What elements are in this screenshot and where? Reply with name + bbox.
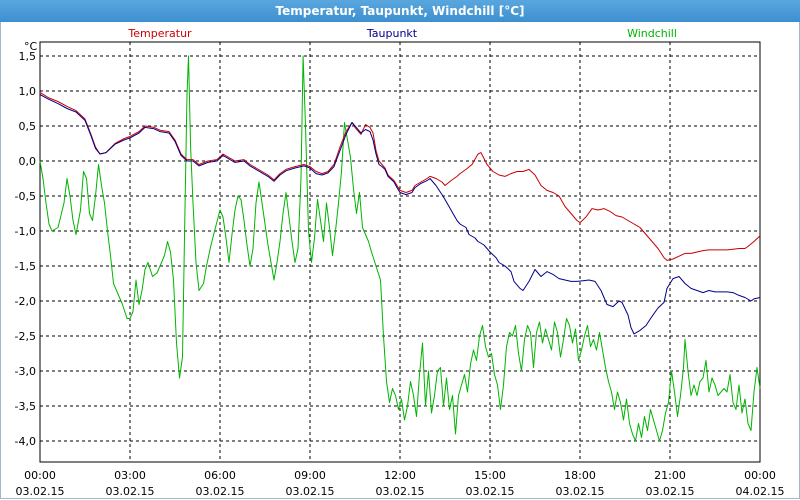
x-tick-date: 03.02.15	[16, 485, 65, 498]
x-tick-date: 03.02.15	[196, 485, 245, 498]
y-tick-label: 1,5	[19, 50, 37, 63]
y-tick-label: -4,0	[15, 435, 36, 448]
y-tick-label: -1,5	[15, 260, 36, 273]
x-tick-time: 03:00	[114, 469, 146, 482]
legend-windchill: Windchill	[627, 27, 677, 40]
x-tick-time: 00:00	[24, 469, 56, 482]
legend: Temperatur Taupunkt Windchill	[127, 27, 677, 40]
x-tick-date: 04.02.15	[736, 485, 785, 498]
x-tick-date: 03.02.15	[376, 485, 425, 498]
y-tick-label: -2,0	[15, 295, 36, 308]
x-tick-time: 18:00	[564, 469, 596, 482]
series-group	[39, 55, 761, 442]
x-tick-date: 03.02.15	[556, 485, 605, 498]
x-axis: 00:00 03.02.15 03:00 03.02.15 06:00 03.02.15 0…	[16, 469, 785, 498]
chart-title: Temperatur, Taupunkt, Windchill [°C]	[0, 0, 800, 22]
y-axis: 1,5 1,0 0,5 0,0 -0,5 -1,0 -1,5 -2,0 -2,5 -3,0 -3,5…	[15, 50, 36, 448]
x-tick-time: 09:00	[294, 469, 326, 482]
y-tick-label: -3,5	[15, 400, 36, 413]
gridlines	[40, 42, 760, 462]
y-tick-label: 0,5	[19, 120, 37, 133]
y-tick-label: 0,0	[19, 155, 37, 168]
series-line-windchill	[39, 55, 761, 442]
y-tick-label: 1,0	[19, 85, 37, 98]
legend-taupunkt: Taupunkt	[366, 27, 418, 40]
x-tick-date: 03.02.15	[646, 485, 695, 498]
legend-temperatur: Temperatur	[127, 27, 192, 40]
x-tick-date: 03.02.15	[466, 485, 515, 498]
x-tick-time: 12:00	[384, 469, 416, 482]
plot-area	[39, 41, 761, 463]
y-tick-label: -1,0	[15, 225, 36, 238]
y-tick-label: -3,0	[15, 365, 36, 378]
y-tick-label: -0,5	[15, 190, 36, 203]
x-tick-time: 15:00	[474, 469, 506, 482]
x-tick-date: 03.02.15	[106, 485, 155, 498]
y-tick-label: -2,5	[15, 330, 36, 343]
x-tick-time: 21:00	[654, 469, 686, 482]
x-tick-time: 00:00	[744, 469, 776, 482]
x-tick-time: 06:00	[204, 469, 236, 482]
series-line-temperatur	[39, 91, 761, 261]
y-axis-label: °C	[24, 40, 38, 53]
series-line-taupunkt	[39, 94, 761, 335]
x-tick-date: 03.02.15	[286, 485, 335, 498]
